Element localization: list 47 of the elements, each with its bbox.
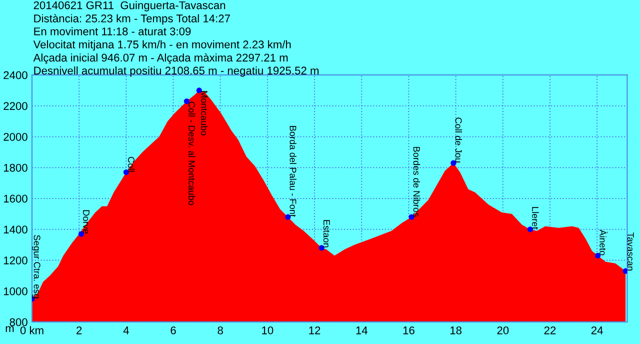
annotation: Desnivell acumulat positiu 2108.65 m - negatiu 1925.52 m xyxy=(34,66,319,77)
annotation: Coll - Desv. al Montcaubo xyxy=(188,102,196,206)
chart-title: 20140621 GR11 Guinguerta-Tavascan xyxy=(34,1,226,12)
y-tick-label: 1600 xyxy=(4,194,28,203)
y-tick-label: 2000 xyxy=(4,133,28,141)
x-tick-label: 20 xyxy=(497,326,509,334)
annotation: Dorve xyxy=(83,210,90,234)
y-tick-label: 1800 xyxy=(4,164,28,172)
y-tick-label: 1000 xyxy=(4,287,28,296)
annotation: Bordes de Nibros xyxy=(413,146,420,217)
y-tick-label: 2200 xyxy=(4,102,28,110)
x-tick-label: 12 xyxy=(309,326,320,334)
point xyxy=(78,231,84,237)
annotation: Coll de Jou xyxy=(455,118,462,162)
y-axis-title: m xyxy=(6,326,14,332)
annotation: Tavascan xyxy=(627,232,634,270)
y-tick-label: 2400 xyxy=(4,71,28,80)
point xyxy=(196,88,202,94)
text: En moviment 11:18 - aturat 3:09 xyxy=(34,27,191,36)
annotation: Montcaubo xyxy=(200,91,208,136)
y-tick-label: 1400 xyxy=(4,226,28,234)
annotation: Coll xyxy=(128,156,135,172)
x-tick-label: 14 xyxy=(356,326,368,334)
annotation: Lleret xyxy=(532,207,539,230)
annotation: Segur Ctra. esg xyxy=(32,235,40,298)
annotation: Àineto xyxy=(600,230,608,256)
x-tick-label: 22 xyxy=(544,326,556,334)
text: Velocitat mitjana 1.75 km/h - en moviment 2.23 km/h xyxy=(33,40,291,51)
point xyxy=(123,169,129,176)
point xyxy=(622,268,628,274)
x-tick-label: 24 xyxy=(591,326,603,334)
x-tick-label: 2 xyxy=(76,326,82,334)
y-tick-label: 800 xyxy=(10,318,28,326)
x-tick-label: 16 xyxy=(403,326,414,334)
point xyxy=(527,226,533,232)
annotation: Estaon xyxy=(323,220,330,248)
x-tick-label: 18 xyxy=(450,326,462,334)
text: Alçada inicial 946.07 m - Alçada màxima 2297.21 m xyxy=(33,53,288,64)
x-tick-label: 0 km xyxy=(20,326,44,334)
point xyxy=(184,98,190,104)
x-tick-label: 10 xyxy=(262,326,274,334)
x-tick-label: 6 xyxy=(170,326,176,334)
x-tick-label: 8 xyxy=(218,326,223,334)
annotation: Borda del Palau - Font xyxy=(290,126,296,217)
y-tick-label: 1200 xyxy=(4,256,28,264)
text: Distància: 25.23 km - Temps Total 14:27 xyxy=(34,14,230,25)
x-tick-label: 4 xyxy=(123,326,129,334)
